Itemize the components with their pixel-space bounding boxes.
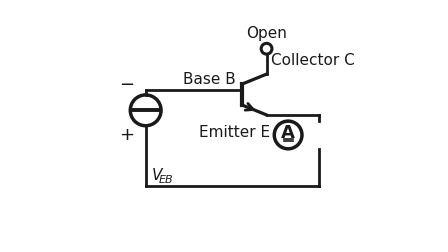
Text: Base B: Base B bbox=[183, 72, 236, 87]
Text: EB: EB bbox=[159, 175, 173, 185]
Text: +: + bbox=[119, 127, 134, 144]
Text: Collector C: Collector C bbox=[271, 53, 355, 68]
Text: V: V bbox=[152, 168, 162, 183]
Text: A: A bbox=[281, 124, 295, 142]
Text: Emitter E: Emitter E bbox=[199, 125, 271, 140]
Text: −: − bbox=[119, 76, 134, 94]
Text: Open: Open bbox=[246, 26, 287, 41]
